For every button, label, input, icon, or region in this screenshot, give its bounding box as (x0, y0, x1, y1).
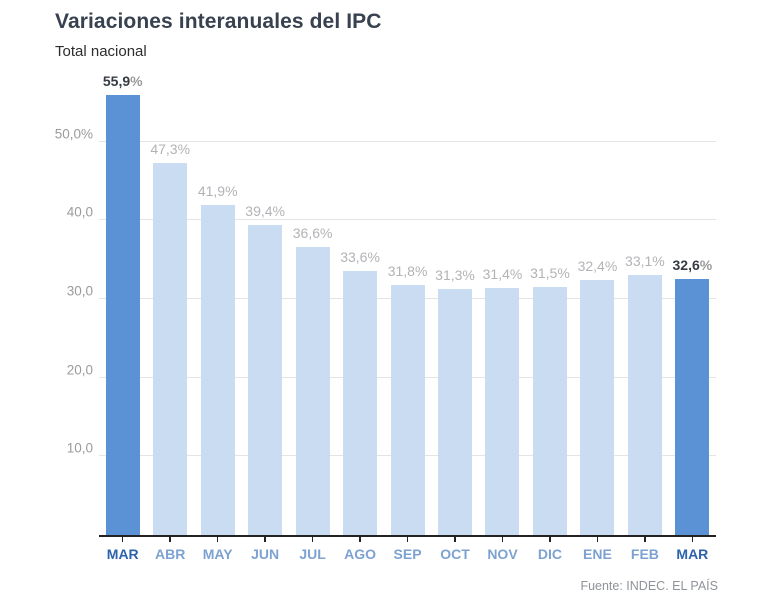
x-axis-label-dic-9: DIC (537, 546, 563, 562)
bar-column-ago-5: 33,6% (336, 85, 383, 535)
bar-abr-1 (153, 162, 188, 535)
bar-ago-5 (343, 270, 378, 535)
axis-tick-8 (479, 537, 526, 543)
axis-tick-10 (574, 537, 621, 543)
bar-value-label-12: 32,6% (672, 256, 713, 273)
bar-column-jul-4: 36,6% (289, 85, 336, 535)
y-tick-label-30: 30,0 (66, 283, 93, 299)
bar-value-label-8: 31,4% (482, 265, 523, 282)
y-tick-label-10: 10,0 (66, 440, 93, 456)
bar-value-label-3: 39,4% (245, 203, 285, 220)
axis-tick-1 (146, 537, 193, 543)
bar-value-label-10: 32,4% (577, 258, 618, 275)
bar-dic-9 (532, 287, 567, 535)
bar-may-2 (200, 205, 235, 535)
bar-jun-3 (248, 225, 283, 535)
gridline-40 (99, 219, 716, 221)
bar-value-label-2: 41,9% (197, 183, 238, 200)
bar-column-may-2: 41,9% (194, 85, 241, 535)
x-axis-labels: MAR ABR MAY JUN JUL AGO SEP OCT NOV DIC ENE FEB MAR (99, 546, 716, 562)
x-axis-label-may-2: MAY (202, 546, 233, 562)
bar-column-abr-1: 47,3% (146, 85, 193, 535)
bar-mar-0 (105, 95, 140, 535)
x-axis-label-jul-4: JUL (299, 546, 326, 562)
y-tick-label-40: 40,0 (66, 204, 93, 220)
source-credit: Fuente: INDEC. EL PAÍS (580, 579, 718, 593)
bar-column-feb-11: 33,1% (621, 85, 668, 535)
y-tick-label-20: 20,0 (66, 362, 93, 378)
chart-title: Variaciones interanuales del IPC (55, 10, 382, 33)
y-tick-label-50: 50,0% (54, 126, 93, 142)
x-axis-ticks (99, 537, 716, 543)
bar-oct-7 (438, 288, 473, 535)
bar-value-label-6: 31,8% (387, 262, 428, 279)
bar-value-label-9: 31,5% (530, 265, 570, 282)
axis-tick-2 (194, 537, 241, 543)
axis-tick-7 (431, 537, 478, 543)
bar-ene-10 (580, 280, 615, 535)
x-axis-label-ene-10: ENE (583, 546, 612, 562)
axis-tick-6 (384, 537, 431, 543)
bar-value-label-0: 55,9% (102, 73, 143, 90)
x-axis-label-ago-5: AGO (344, 546, 377, 562)
plot-area: 50,0% 40,0 30,0 20,0 10,0 55,9% 47,3% 41,9% 39,… (55, 73, 716, 562)
chart-subtitle: Total nacional (55, 43, 147, 60)
gridline-50 (99, 140, 716, 142)
axis-tick-9 (526, 537, 573, 543)
bar-column-oct-7: 31,3% (431, 85, 478, 535)
x-axis-label-nov-8: NOV (487, 546, 518, 562)
bar-sep-6 (390, 284, 425, 535)
x-axis-label-abr-1: ABR (155, 546, 186, 562)
bar-jul-4 (295, 247, 330, 535)
bar-value-label-4: 36,6% (292, 225, 333, 242)
axis-tick-4 (289, 537, 336, 543)
axis-tick-12 (669, 537, 716, 543)
bar-column-mar-0: 55,9% (99, 73, 146, 535)
bar-value-label-7: 31,3% (435, 266, 475, 283)
bar-column-dic-9: 31,5% (526, 85, 573, 535)
bar-column-nov-8: 31,4% (479, 85, 526, 535)
x-axis-label-feb-11: FEB (630, 546, 659, 562)
axis-tick-11 (621, 537, 668, 543)
bar-value-label-11: 33,1% (625, 252, 665, 269)
bar-nov-8 (485, 287, 520, 535)
bar-column-ene-10: 32,4% (574, 85, 621, 535)
x-axis-label-jun-3: JUN (251, 546, 280, 562)
axis-tick-5 (336, 537, 383, 543)
bar-value-label-5: 33,6% (340, 248, 380, 265)
bars-layer: 55,9% 47,3% 41,9% 39,4% 36,6% 33,6% 31,8% 31,3%… (99, 73, 716, 535)
x-axis-label-oct-7: OCT (440, 546, 470, 562)
bar-mar-12 (675, 278, 710, 535)
x-axis-label-mar-0: MAR (106, 546, 139, 562)
bar-column-jun-3: 39,4% (241, 85, 288, 535)
x-axis-label-sep-6: SEP (393, 546, 422, 562)
bar-feb-11 (627, 274, 662, 535)
bar-value-label-1: 47,3% (150, 140, 191, 157)
bar-column-mar-12: 32,6% (669, 85, 716, 535)
x-axis-label-mar-12: MAR (676, 546, 709, 562)
axis-tick-3 (241, 537, 288, 543)
bar-column-sep-6: 31,8% (384, 85, 431, 535)
axis-tick-0 (99, 537, 146, 543)
